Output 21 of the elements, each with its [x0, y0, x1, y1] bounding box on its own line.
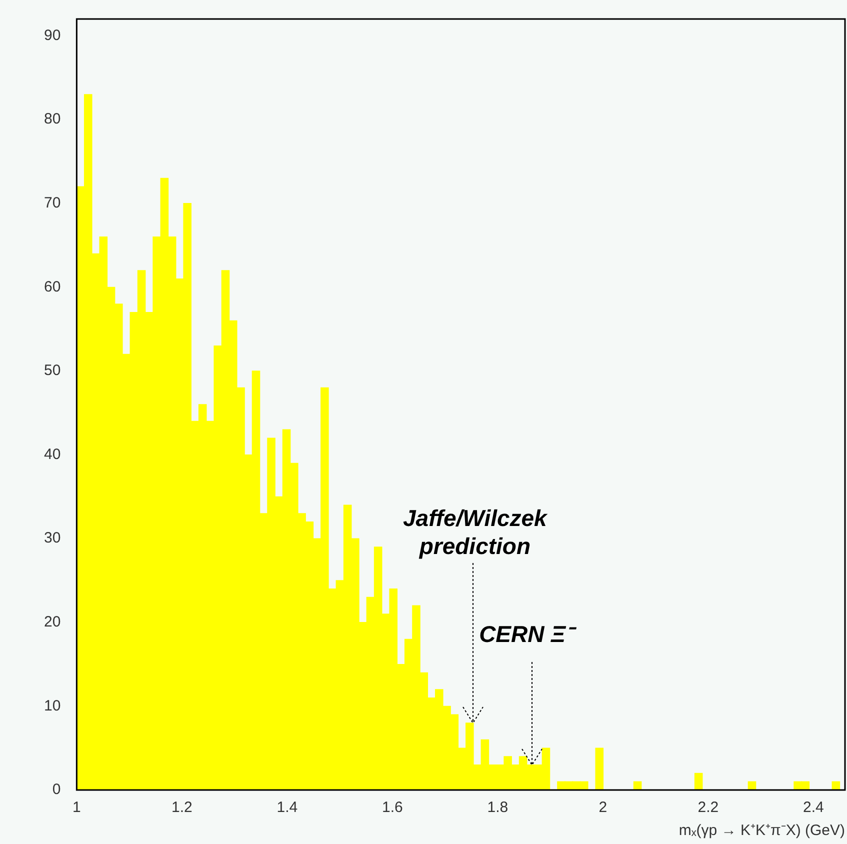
y-tick-label: 0 — [52, 781, 61, 798]
x-tick-label: 2.4 — [802, 799, 824, 816]
y-tick-label: 50 — [44, 362, 61, 380]
y-tick-label: 30 — [44, 530, 61, 547]
y-tick-label: 80 — [44, 110, 61, 128]
annotation: CERN Ξ⁻ — [479, 620, 574, 648]
annotation: Jaffe/Wilczek prediction — [403, 504, 547, 560]
x-tick-label: 1.4 — [276, 799, 298, 816]
x-tick-label: 1 — [72, 799, 81, 816]
y-tick-label: 90 — [44, 26, 61, 44]
x-tick-label: 1.8 — [487, 799, 508, 816]
x-tick-label: 2 — [598, 799, 608, 816]
y-tick-label: 40 — [44, 446, 61, 463]
x-tick-label: 2.2 — [698, 799, 719, 816]
x-tick-label: 1.2 — [172, 799, 192, 816]
y-tick-label: 20 — [44, 614, 61, 631]
x-tick-label: 1.6 — [382, 799, 403, 816]
x-axis-title: mₓ(γp → K⁺K⁺π⁻X) (GeV) — [678, 822, 845, 840]
y-tick-label: 10 — [44, 697, 61, 714]
y-tick-label: 60 — [44, 278, 61, 296]
y-tick-label: 70 — [44, 194, 61, 212]
